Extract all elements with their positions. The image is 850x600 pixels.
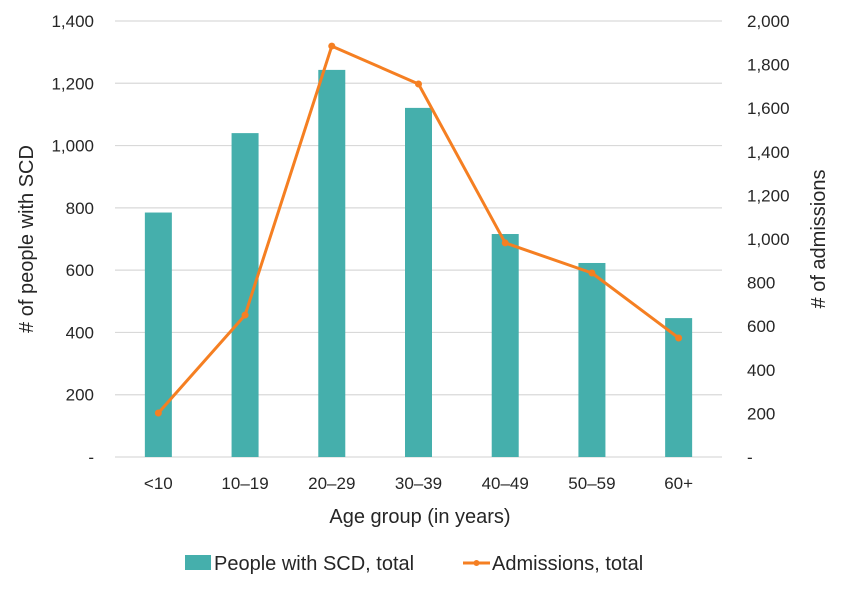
x-tick-label: 50–59 — [568, 474, 615, 493]
y2-tick-label: 400 — [747, 361, 775, 380]
bar — [491, 234, 519, 457]
y-tick-label: 1,000 — [51, 137, 94, 156]
y2-axis-title: # of admissions — [808, 170, 830, 309]
left-axis-ticks: - 200 400 600 800 1,000 1,200 1,400 — [51, 12, 94, 467]
line-point — [328, 42, 336, 50]
y-tick-label: 1,400 — [51, 12, 94, 31]
legend-label-people: People with SCD, total — [214, 553, 414, 575]
legend-marker-admissions — [473, 560, 480, 566]
line-point — [154, 409, 162, 417]
bar — [318, 69, 346, 457]
x-tick-label: 20–29 — [308, 474, 355, 493]
line-point — [675, 334, 683, 342]
bar-series — [144, 69, 693, 457]
y-tick-label: 400 — [66, 323, 94, 342]
x-axis-title: Age group (in years) — [329, 506, 510, 528]
y2-tick-label: 800 — [747, 274, 775, 293]
x-tick-label: 40–49 — [482, 474, 529, 493]
line-point — [241, 311, 249, 319]
line-series — [154, 42, 683, 417]
y2-tick-label: 1,200 — [747, 186, 790, 205]
y-tick-label: 200 — [66, 386, 94, 405]
x-tick-label: 60+ — [664, 474, 693, 493]
right-axis-ticks: - 200 400 600 800 1,000 1,200 1,400 1,600 1,800 2,… — [747, 12, 790, 467]
bar — [144, 212, 172, 457]
y2-tick-label: - — [747, 448, 753, 467]
line-point — [415, 80, 422, 88]
line-point — [501, 239, 509, 247]
x-tick-label: <10 — [144, 474, 173, 493]
x-tick-label: 30–39 — [395, 474, 442, 493]
legend-swatch-people — [185, 555, 211, 570]
y-tick-label: - — [88, 448, 94, 467]
y2-tick-label: 600 — [747, 317, 775, 336]
line-point — [588, 269, 596, 277]
y-tick-label: 800 — [66, 199, 94, 218]
x-tick-label: 10–19 — [221, 474, 268, 493]
y2-tick-label: 1,600 — [747, 99, 790, 118]
y-axis-title: # of people with SCD — [16, 145, 38, 333]
y2-tick-label: 200 — [747, 404, 775, 423]
y2-tick-label: 1,000 — [747, 230, 790, 249]
bar — [578, 262, 606, 457]
y2-tick-label: 2,000 — [747, 12, 790, 31]
bar — [405, 107, 432, 457]
legend-label-admissions: Admissions, total — [492, 553, 643, 575]
y2-tick-label: 1,800 — [747, 56, 790, 75]
legend: People with SCD, total Admissions, total — [185, 553, 643, 575]
x-axis-ticks: <10 10–19 20–29 30–39 40–49 50–59 60+ — [144, 474, 693, 493]
y-tick-label: 1,200 — [51, 74, 94, 93]
y2-tick-label: 1,400 — [747, 143, 790, 162]
bar — [231, 133, 259, 457]
y-tick-label: 600 — [66, 261, 94, 280]
